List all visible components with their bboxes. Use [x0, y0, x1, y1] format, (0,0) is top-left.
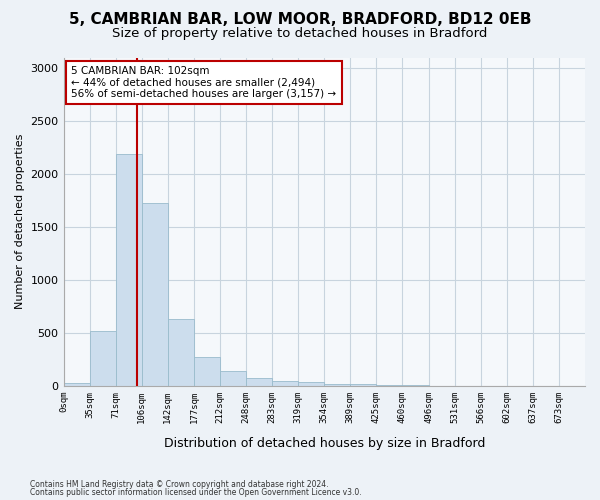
Text: 5 CAMBRIAN BAR: 102sqm
← 44% of detached houses are smaller (2,494)
56% of semi-: 5 CAMBRIAN BAR: 102sqm ← 44% of detached…	[71, 66, 337, 99]
Bar	[376, 385, 403, 386]
Bar	[194, 358, 220, 386]
Bar	[142, 202, 168, 386]
Bar	[89, 331, 116, 386]
Bar	[116, 154, 142, 386]
Y-axis label: Number of detached properties: Number of detached properties	[15, 134, 25, 310]
Bar	[350, 384, 376, 386]
Bar	[298, 382, 324, 386]
Text: Contains public sector information licensed under the Open Government Licence v3: Contains public sector information licen…	[30, 488, 362, 497]
Text: Contains HM Land Registry data © Crown copyright and database right 2024.: Contains HM Land Registry data © Crown c…	[30, 480, 329, 489]
Bar	[220, 370, 246, 386]
Bar	[324, 384, 350, 386]
Text: 5, CAMBRIAN BAR, LOW MOOR, BRADFORD, BD12 0EB: 5, CAMBRIAN BAR, LOW MOOR, BRADFORD, BD1…	[69, 12, 531, 28]
Bar	[246, 378, 272, 386]
Bar	[272, 380, 298, 386]
Text: Size of property relative to detached houses in Bradford: Size of property relative to detached ho…	[112, 28, 488, 40]
X-axis label: Distribution of detached houses by size in Bradford: Distribution of detached houses by size …	[164, 437, 485, 450]
Bar	[64, 384, 89, 386]
Bar	[168, 319, 194, 386]
